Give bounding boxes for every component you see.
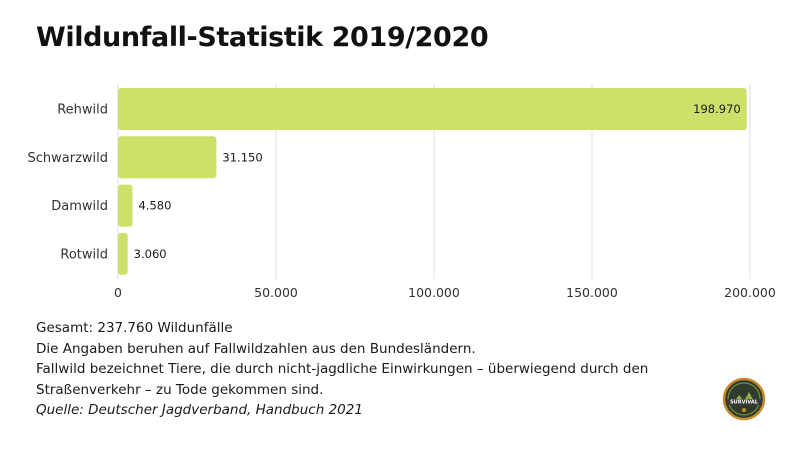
value-labels: 198.970 31.150 4.580 3.060 xyxy=(134,102,741,261)
data-label: 3.060 xyxy=(134,247,167,261)
bar-chart: Rehwild Schwarzwild Damwild Rotwild 198.970… xyxy=(27,84,776,300)
page-title: Wildunfall-Statistik 2019/2020 xyxy=(36,22,489,53)
x-tick-label: 0 xyxy=(114,285,122,300)
data-label: 4.580 xyxy=(138,199,171,213)
bar xyxy=(118,136,217,179)
x-tick-label: 50.000 xyxy=(254,285,298,300)
category-label: Schwarzwild xyxy=(27,151,108,166)
logo-text: SURVIVAL xyxy=(730,400,759,406)
category-label: Rotwild xyxy=(60,247,108,262)
source-note: Quelle: Deutscher Jagdverband, Handbuch … xyxy=(36,402,363,418)
category-labels: Rehwild Schwarzwild Damwild Rotwild xyxy=(27,103,108,263)
definition-note-line1: Fallwild bezeichnet Tiere, die durch nic… xyxy=(36,361,649,377)
footnotes: Gesamt: 237.760 Wildunfälle Die Angaben … xyxy=(36,318,648,421)
category-label: Damwild xyxy=(51,199,108,214)
x-tick-label: 100.000 xyxy=(408,285,460,300)
definition-note-line2: Straßenverkehr – zu Tode gekommen sind. xyxy=(36,381,324,398)
basis-note: Die Angaben beruhen auf Fallwildzahlen a… xyxy=(36,340,476,357)
data-label: 31.150 xyxy=(222,150,262,164)
x-tick-label: 150.000 xyxy=(566,285,618,300)
x-tick-label: 200.000 xyxy=(724,285,776,300)
category-label: Rehwild xyxy=(57,103,108,118)
survival-badge-icon: SURVIVAL xyxy=(722,377,766,421)
bar xyxy=(118,184,133,227)
data-label: 198.970 xyxy=(693,102,741,116)
bars xyxy=(118,88,747,275)
bar xyxy=(118,232,128,275)
total-note: Gesamt: 237.760 Wildunfälle xyxy=(36,320,233,336)
x-tick-labels: 0 50.000 100.000 150.000 200.000 xyxy=(114,285,776,300)
bar xyxy=(118,88,747,130)
